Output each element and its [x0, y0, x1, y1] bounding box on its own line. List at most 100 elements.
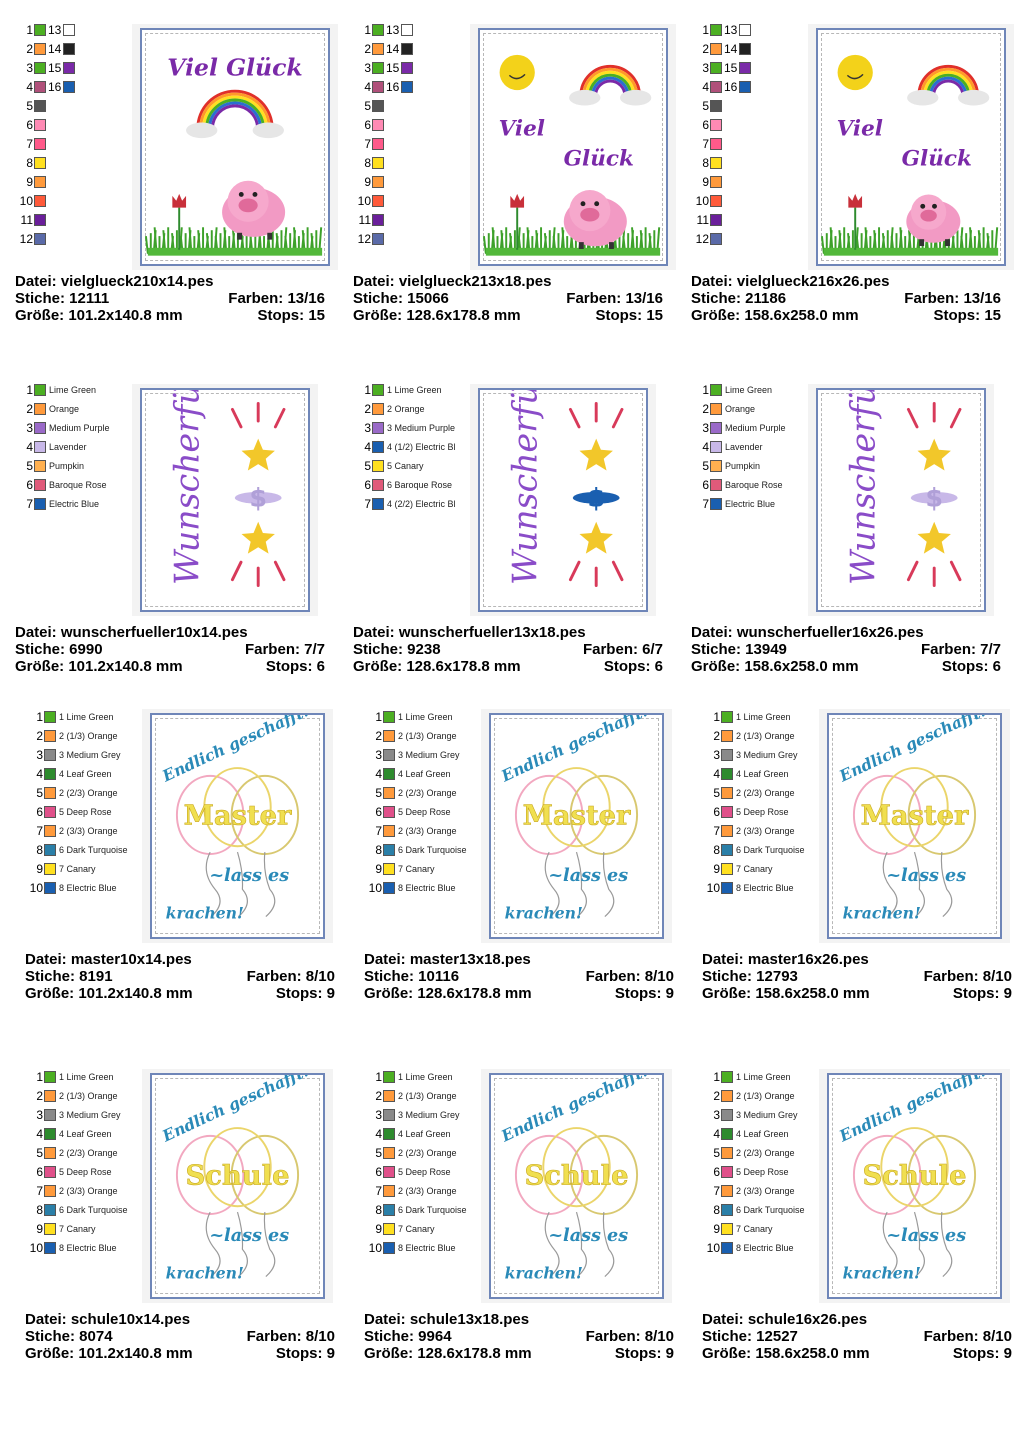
ray: [906, 560, 919, 582]
color-swatch: [401, 80, 414, 93]
legend-row: 8 6 Dark Turquoise: [25, 1200, 128, 1219]
legend-number: 14: [48, 41, 62, 56]
ray: [949, 407, 962, 429]
dollar-bar: [910, 491, 958, 504]
color-swatch: [34, 61, 46, 74]
file-info-row: Größe: 101.2x140.8 mm Stops: 9: [25, 1345, 335, 1362]
legend-number: 13: [386, 22, 400, 37]
file-info-row: Datei: wunscherfueller16x26.pes: [691, 624, 1001, 641]
color-swatch: [44, 1241, 56, 1254]
embroidery-svg: Wunscherfüller $: [843, 390, 962, 588]
file-name: Datei: wunscherfueller16x26.pes: [691, 624, 924, 641]
color-swatch: [721, 824, 733, 837]
legend-color-name: 2 (2/3) Orange: [736, 787, 795, 798]
dollar-sign: $: [587, 483, 605, 513]
design-title: Viel: [499, 116, 545, 141]
legend-number: 2: [36, 1088, 43, 1103]
legend-number: 3: [713, 747, 720, 762]
color-swatch: [721, 1127, 733, 1140]
legend-number: 6: [713, 1164, 720, 1179]
legend-row: 9 7 Canary: [702, 1219, 773, 1238]
tulip-flower: [848, 193, 863, 208]
file-info-row: Datei: vielglueck213x18.pes: [353, 273, 663, 290]
legend-row: 2 14: [353, 39, 414, 58]
pig-snout: [920, 209, 937, 222]
color-swatch: [721, 1203, 733, 1216]
legend-row: 2 2 (1/3) Orange: [364, 726, 457, 745]
legend-row: 6: [691, 115, 722, 134]
legend-row: 7 Electric Blue: [691, 494, 775, 513]
legend-row: 1 13: [691, 20, 752, 39]
legend-number: 6: [26, 117, 33, 132]
legend-number: 1: [36, 709, 43, 724]
file-name: Datei: vielglueck216x26.pes: [691, 273, 890, 290]
file-info: Datei: schule13x18.pes Stiche: 9964 Farben…: [364, 1311, 674, 1362]
legend-row: 6 Baroque Rose: [691, 475, 783, 494]
color-swatch: [372, 213, 384, 226]
headline: Endlich geschafft!: [497, 1075, 651, 1146]
rainbow-band: [196, 89, 274, 129]
legend-number: 6: [36, 804, 43, 819]
file-info-row: Größe: 128.6x178.8 mm Stops: 9: [364, 985, 674, 1002]
pig-leg: [609, 242, 614, 249]
legend-number: 1: [375, 709, 382, 724]
legend-row: 5 2 (2/3) Orange: [25, 1143, 118, 1162]
balloon-string: [236, 851, 248, 918]
color-swatch: [710, 61, 722, 74]
color-swatch: [721, 1241, 733, 1254]
legend-number: 1: [36, 1069, 43, 1084]
sun-smile: [846, 73, 864, 80]
file-info-row: Stiche: 8191 Farben: 8/10: [25, 968, 335, 985]
color-swatch: [372, 232, 384, 245]
legend-extra: 15: [724, 61, 752, 74]
stop-count: Stops: 9: [275, 985, 335, 1002]
pig-leg: [919, 239, 925, 247]
legend-color-name: 5 Canary: [387, 460, 424, 471]
color-swatch: [710, 23, 722, 36]
legend-row: 9 7 Canary: [364, 1219, 435, 1238]
legend-number: 11: [358, 212, 371, 227]
color-swatch: [401, 42, 414, 55]
legend-number: 8: [375, 842, 382, 857]
star: [579, 521, 613, 554]
stitch-count: Stiche: 8074: [25, 1328, 113, 1345]
color-swatch: [34, 99, 46, 112]
color-swatch: [372, 156, 384, 169]
legend-color-name: Electric Blue: [49, 498, 100, 509]
legend-number: 3: [364, 60, 371, 75]
color-swatch: [34, 383, 46, 396]
legend-row: 5 2 (2/3) Orange: [25, 783, 118, 802]
legend-number: 5: [702, 98, 709, 113]
ray: [611, 407, 624, 429]
legend-row: 3 3 Medium Grey: [364, 745, 460, 764]
legend-row: 12: [15, 229, 46, 248]
legend-row: 1 13: [15, 20, 76, 39]
legend-row: 5: [15, 96, 46, 115]
color-swatch: [721, 1089, 733, 1102]
legend-number: 7: [713, 823, 720, 838]
embroidery-svg: Endlich geschafft! Master ~lass es krachen!: [158, 715, 312, 923]
legend-number: 1: [702, 382, 709, 397]
sun-smile: [508, 73, 526, 80]
legend-row: 2 14: [15, 39, 76, 58]
star: [917, 438, 951, 471]
legend-color-name: 2 (1/3) Orange: [59, 1090, 118, 1101]
stitch-count: Stiche: 12793: [702, 968, 798, 985]
legend-color-name: 3 Medium Grey: [398, 1109, 460, 1120]
legend-color-name: Electric Blue: [725, 498, 776, 509]
color-swatch: [710, 99, 722, 112]
file-info: Datei: master13x18.pes Stiche: 10116 Farbe…: [364, 951, 674, 1002]
tagline-end: krachen!: [166, 1264, 244, 1283]
design-card: 1 13 2 14 3 15 4 16 5 6 7 8 9 10 11 12 Viel Glück Datei: …: [15, 20, 338, 333]
legend-row: 2 2 (1/3) Orange: [25, 1086, 118, 1105]
legend-number: 8: [713, 1202, 720, 1217]
legend-number: 5: [36, 785, 43, 800]
legend-row: 7 2 (3/3) Orange: [364, 821, 457, 840]
stop-count: Stops: 9: [952, 1345, 1012, 1362]
design-size: Größe: 128.6x178.8 mm: [353, 658, 521, 675]
legend-row: 6 5 Deep Rose: [702, 1162, 789, 1181]
legend-color-name: 4 (1/2) Electric Bl: [387, 441, 456, 452]
color-swatch: [44, 1089, 56, 1102]
color-swatch: [710, 440, 722, 453]
balloon: [880, 1127, 949, 1208]
